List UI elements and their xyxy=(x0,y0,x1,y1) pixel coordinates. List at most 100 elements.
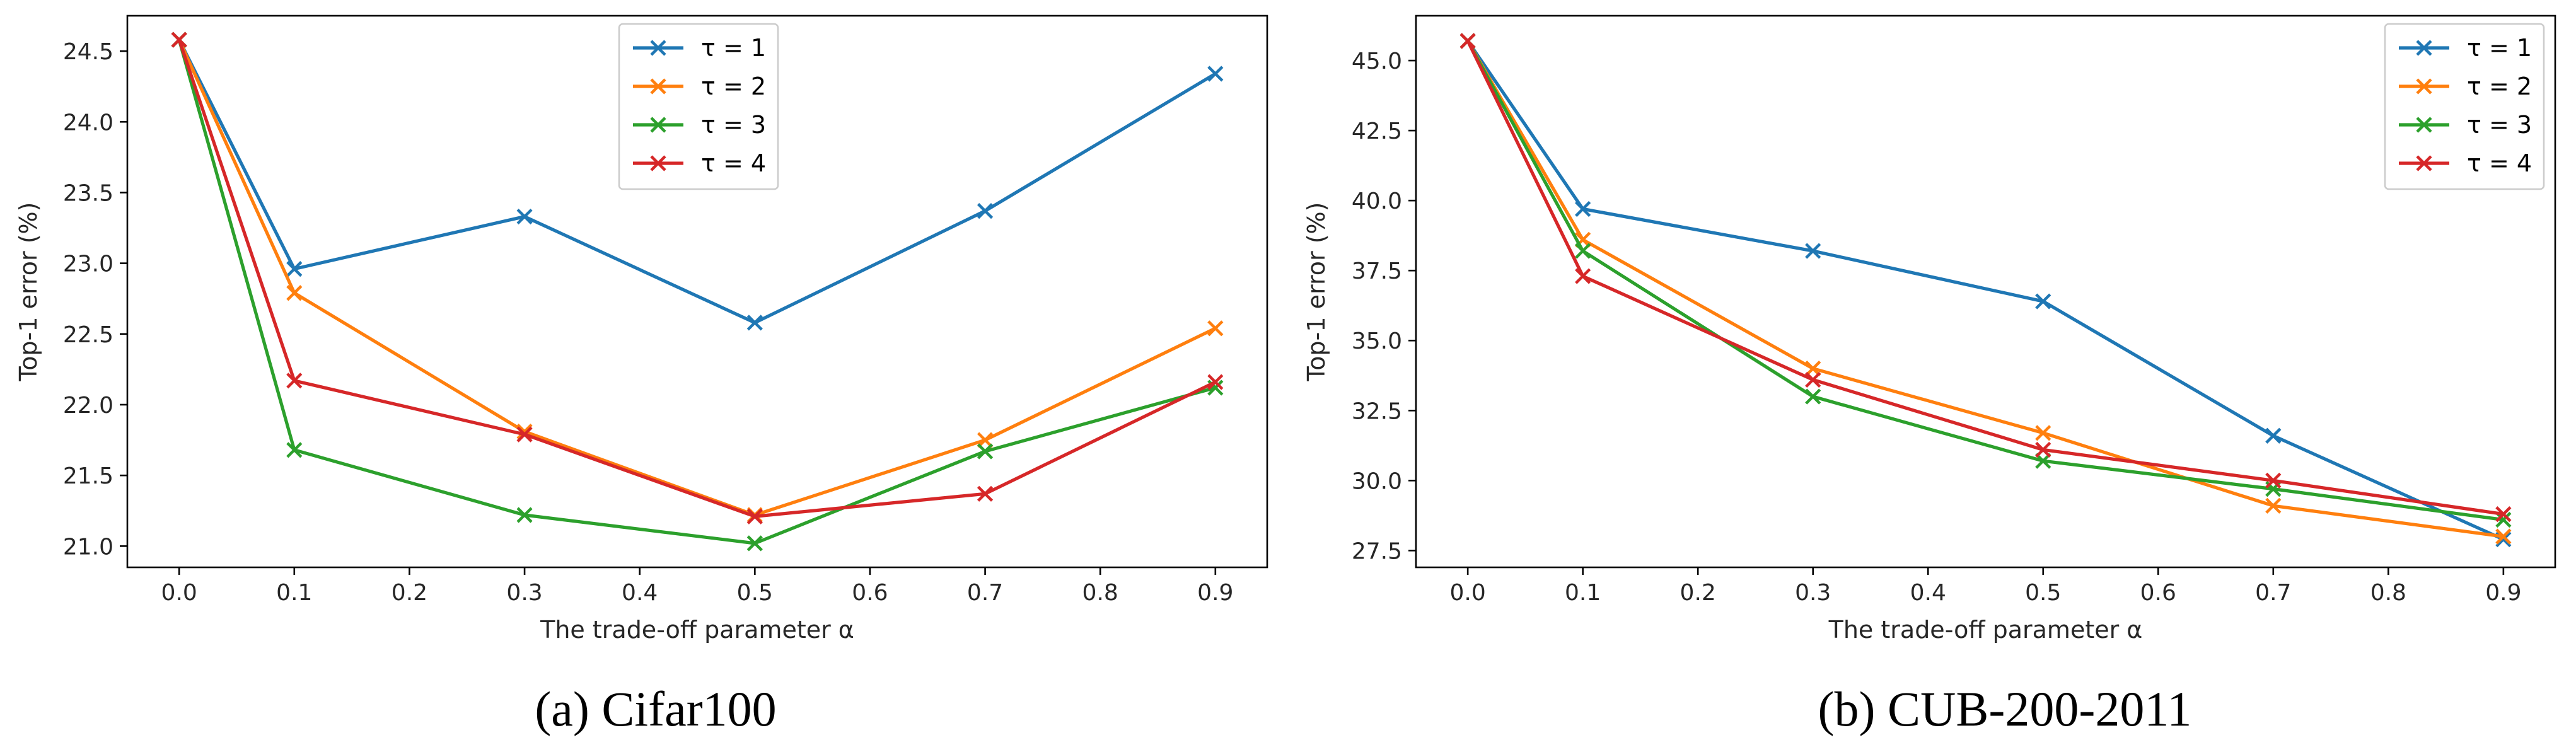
data-point xyxy=(286,373,303,389)
x-tick-label: 0.4 xyxy=(622,580,658,606)
legend-item: τ = 3 xyxy=(633,111,766,139)
chart-cifar100: 0.0 0.1 0.2 0.3 0.4 0.5 0.6 0.7 0.8 0.9 21.0 21.5 22… xyxy=(15,14,1268,644)
x-tick-label: 0.8 xyxy=(2370,580,2406,606)
data-point xyxy=(2265,427,2282,444)
y-tick-label: 37.5 xyxy=(1352,258,1402,284)
data-point xyxy=(746,508,763,524)
data-point xyxy=(977,203,994,219)
legend: τ = 1 τ = 2 τ = 3 τ = 4 xyxy=(2384,23,2545,190)
x-tick-label: 0.1 xyxy=(1565,580,1601,606)
x-tick-label: 0.3 xyxy=(1795,580,1831,606)
y-tick-label: 45.0 xyxy=(1352,49,1402,74)
legend-label: τ = 4 xyxy=(2467,149,2532,177)
x-tick-label: 0.0 xyxy=(161,580,197,606)
x-tick-label: 0.9 xyxy=(1197,580,1233,606)
y-tick-label: 21.0 xyxy=(63,534,113,560)
legend-item: τ = 1 xyxy=(2399,34,2532,62)
y-axis-label: Top-1 error (%) xyxy=(1303,202,1330,382)
data-point xyxy=(1805,388,1821,405)
x-tick-label: 0.2 xyxy=(392,580,427,606)
y-tick-label: 23.0 xyxy=(63,252,113,277)
legend-item: τ = 2 xyxy=(2399,72,2532,100)
data-point xyxy=(977,443,994,460)
caption-cifar100: (a) Cifar100 xyxy=(535,681,777,736)
x-tick-label: 0.3 xyxy=(506,580,542,606)
data-point xyxy=(516,426,533,443)
x-tick-label: 0.6 xyxy=(2140,580,2176,606)
data-point xyxy=(286,285,303,301)
y-tick-label: 24.0 xyxy=(63,110,113,136)
y-tick-label: 32.5 xyxy=(1352,398,1402,424)
x-axis-label: The trade-off parameter α xyxy=(540,616,854,644)
y-tick-label: 30.0 xyxy=(1352,468,1402,494)
data-point xyxy=(1459,33,1476,49)
x-tick-label: 0.2 xyxy=(1680,580,1716,606)
legend-label: τ = 4 xyxy=(701,149,766,177)
legend: τ = 1 τ = 2 τ = 3 τ = 4 xyxy=(618,23,779,190)
series-line-tau-1 xyxy=(1466,40,2504,541)
legend-label: τ = 1 xyxy=(2467,34,2532,62)
x-tick-label: 0.9 xyxy=(2485,580,2521,606)
series-line-tau-4 xyxy=(177,39,1216,518)
y-tick-label: 24.5 xyxy=(63,39,113,65)
caption-cub200: (b) CUB-200-2011 xyxy=(1818,681,2192,736)
data-point xyxy=(2265,472,2282,489)
data-point xyxy=(286,442,303,458)
legend-item: τ = 3 xyxy=(2399,111,2532,139)
y-tick-label: 21.5 xyxy=(63,463,113,489)
series-line-tau-2 xyxy=(1466,40,2504,538)
data-point xyxy=(1575,268,1591,284)
x-tick-label: 0.0 xyxy=(1450,580,1486,606)
data-point xyxy=(1575,200,1591,217)
data-point xyxy=(171,32,187,48)
data-point xyxy=(2035,425,2051,441)
x-tick-label: 0.4 xyxy=(1910,580,1946,606)
legend-item: τ = 1 xyxy=(633,34,766,62)
data-point xyxy=(746,535,763,552)
x-tick-label: 0.5 xyxy=(737,580,773,606)
y-tick-label: 23.5 xyxy=(63,180,113,206)
x-tick-label: 0.7 xyxy=(967,580,1003,606)
legend-item: τ = 2 xyxy=(633,72,766,100)
legend-box xyxy=(618,23,779,190)
data-point xyxy=(516,208,533,225)
x-tick-label: 0.8 xyxy=(1082,580,1118,606)
data-point xyxy=(1207,320,1224,337)
data-point xyxy=(977,432,994,448)
data-point xyxy=(1207,66,1224,82)
y-axis-label: Top-1 error (%) xyxy=(15,202,42,382)
y-tick-label: 22.5 xyxy=(63,322,113,348)
legend-label: τ = 3 xyxy=(701,111,766,139)
series-line-tau-2 xyxy=(177,39,1216,517)
data-point xyxy=(977,485,994,502)
series-line-tau-3 xyxy=(177,39,1216,545)
data-point xyxy=(2265,497,2282,514)
data-point xyxy=(2495,528,2512,545)
data-point xyxy=(2035,441,2051,458)
x-tick-label: 0.6 xyxy=(852,580,888,606)
data-point xyxy=(2495,506,2512,523)
legend-item: τ = 4 xyxy=(633,149,766,177)
x-axis-label: The trade-off parameter α xyxy=(1828,616,2143,644)
chart-cub200: 0.0 0.1 0.2 0.3 0.4 0.5 0.6 0.7 0.8 0.9 27.5 30.0 32… xyxy=(1303,14,2556,644)
y-tick-label: 22.0 xyxy=(63,393,113,419)
x-tick-label: 0.7 xyxy=(2255,580,2291,606)
legend-label: τ = 2 xyxy=(701,72,766,100)
series-line-tau-4 xyxy=(1466,40,2504,516)
x-tick-label: 0.1 xyxy=(276,580,312,606)
data-point xyxy=(746,315,763,331)
data-point xyxy=(1575,243,1591,259)
legend-label: τ = 2 xyxy=(2467,72,2532,100)
x-tick-label: 0.5 xyxy=(2025,580,2061,606)
plot-frame xyxy=(1415,14,2556,569)
series-line-tau-1 xyxy=(177,38,1217,325)
data-point xyxy=(286,261,303,277)
y-tick-label: 42.5 xyxy=(1352,119,1402,144)
y-tick-label: 35.0 xyxy=(1352,328,1402,354)
legend-label: τ = 1 xyxy=(701,34,766,62)
series-line-tau-3 xyxy=(1466,40,2504,522)
data-point xyxy=(1805,371,1821,388)
data-point xyxy=(1805,243,1821,259)
y-tick-label: 27.5 xyxy=(1352,538,1402,564)
legend-box xyxy=(2384,23,2545,190)
